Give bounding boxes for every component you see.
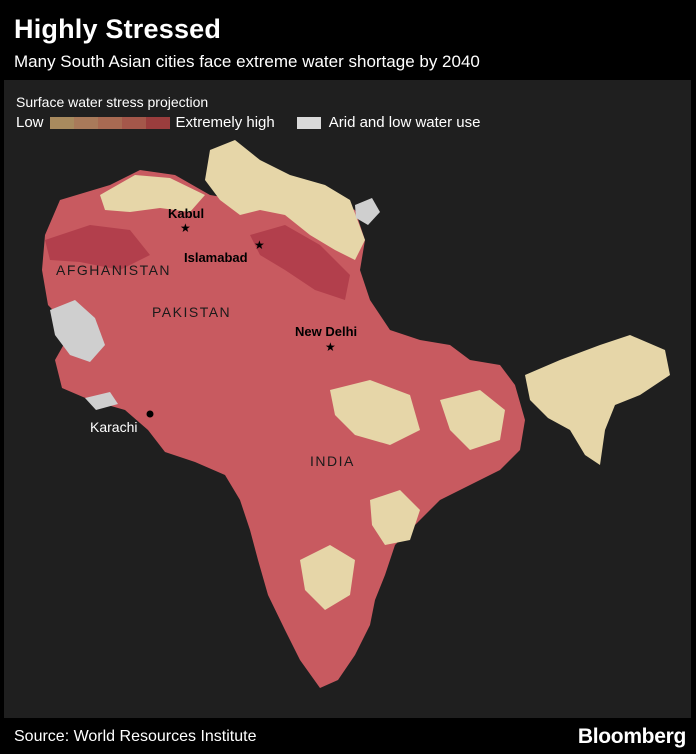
arid-region-sw-afghanistan: [50, 300, 105, 362]
star-icon: ★: [180, 221, 191, 235]
legend: Low Extremely high Arid and low water us…: [16, 114, 481, 131]
legend-swatch: [73, 116, 98, 129]
chart-subtitle: Many South Asian cities face extreme wat…: [14, 52, 480, 71]
northeast-india: [525, 335, 670, 465]
india-low-patch-central: [330, 380, 420, 445]
country-label-pakistan: PAKISTAN: [152, 304, 231, 320]
city-dot-karachi: [146, 410, 154, 418]
legend-swatch: [97, 116, 122, 129]
legend-title: Surface water stress projection: [16, 94, 209, 110]
punjab-extreme: [250, 225, 350, 300]
arid-region-baluchistan: [85, 392, 118, 410]
brand-logo: Bloomberg: [577, 725, 686, 748]
legend-scale: [49, 116, 170, 129]
india-low-patch-east: [440, 390, 505, 450]
arid-region-kashmir: [355, 198, 380, 225]
city-label-new-delhi: New Delhi: [295, 324, 357, 339]
landmass-west: [42, 170, 525, 688]
north-low-region: [205, 140, 365, 260]
afghan-extreme: [45, 225, 150, 270]
legend-high-label: Extremely high: [175, 114, 275, 131]
source-note: Source: World Resources Institute: [14, 728, 257, 745]
legend-arid-swatch: [296, 116, 321, 129]
india-low-patch-south: [300, 545, 355, 610]
chart-title: Highly Stressed: [14, 14, 222, 44]
country-label-afghanistan: AFGHANISTAN: [56, 262, 171, 278]
star-icon: ★: [325, 340, 336, 354]
legend-swatch: [121, 116, 146, 129]
star-icon: ★: [254, 238, 265, 252]
legend-low-label: Low: [16, 114, 44, 131]
city-label-kabul: Kabul: [168, 206, 204, 221]
india-low-patch-deccan: [370, 490, 420, 545]
afghan-north-low: [100, 175, 205, 212]
country-label-india: INDIA: [310, 453, 355, 469]
legend-swatch: [145, 116, 170, 129]
city-label-islamabad: Islamabad: [184, 250, 248, 265]
legend-arid-label: Arid and low water use: [328, 114, 481, 131]
city-label-karachi: Karachi: [90, 419, 137, 435]
legend-swatch: [49, 116, 74, 129]
